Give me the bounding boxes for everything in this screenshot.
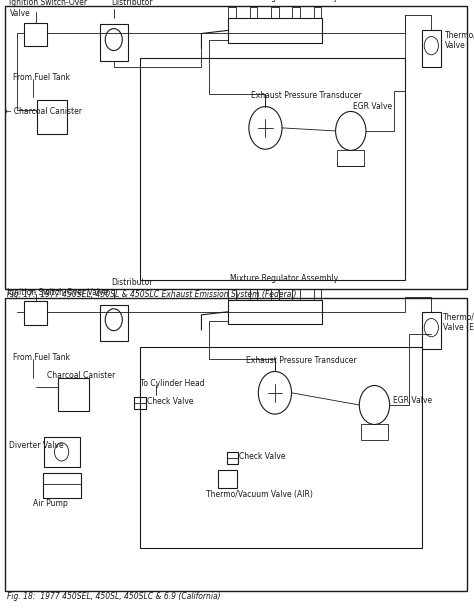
Text: EGR Valve: EGR Valve bbox=[393, 396, 433, 405]
Text: Mixture Regulator Assembly: Mixture Regulator Assembly bbox=[230, 0, 338, 2]
Text: Thermo/Vacuum Valve (AIR): Thermo/Vacuum Valve (AIR) bbox=[206, 490, 313, 499]
Text: Mixture Regulator Assembly: Mixture Regulator Assembly bbox=[230, 274, 338, 283]
Bar bbox=[422, 312, 441, 349]
Text: Charcoal Canister: Charcoal Canister bbox=[47, 371, 116, 381]
Text: Check Valve: Check Valve bbox=[147, 397, 193, 406]
Text: Ignition Switch-Over
Valve: Ignition Switch-Over Valve bbox=[9, 0, 88, 18]
Bar bbox=[228, 300, 322, 324]
Text: From Fuel Tank: From Fuel Tank bbox=[13, 353, 70, 362]
Text: To Cylinder Head: To Cylinder Head bbox=[140, 379, 204, 388]
Text: From Fuel Tank: From Fuel Tank bbox=[13, 73, 70, 82]
Bar bbox=[314, 7, 321, 18]
Text: Ignition Switch-Over Valve: Ignition Switch-Over Valve bbox=[7, 288, 109, 297]
Bar bbox=[134, 397, 146, 409]
Bar bbox=[250, 7, 257, 18]
Circle shape bbox=[249, 107, 282, 149]
Bar bbox=[100, 24, 128, 61]
Circle shape bbox=[424, 37, 438, 55]
Bar bbox=[228, 7, 236, 18]
Bar bbox=[292, 7, 300, 18]
Bar bbox=[43, 473, 81, 498]
Text: Exhaust Pressure Transducer: Exhaust Pressure Transducer bbox=[251, 91, 362, 100]
Bar bbox=[44, 437, 80, 467]
Text: EGR Valve: EGR Valve bbox=[353, 102, 392, 111]
Text: Distributor: Distributor bbox=[111, 278, 153, 287]
Circle shape bbox=[359, 385, 390, 424]
Bar bbox=[250, 289, 257, 300]
Bar bbox=[58, 378, 89, 411]
Bar bbox=[314, 289, 321, 300]
Text: Fig. 18:  1977 450SEL, 450SL, 450SLC & 6.9 (California): Fig. 18: 1977 450SEL, 450SL, 450SLC & 6.… bbox=[7, 592, 221, 601]
Bar bbox=[292, 289, 300, 300]
Bar bbox=[24, 301, 47, 325]
Text: Thermo/Vacuum
Valve (EGR): Thermo/Vacuum Valve (EGR) bbox=[443, 312, 474, 332]
Bar bbox=[140, 347, 422, 548]
Circle shape bbox=[424, 319, 438, 337]
Circle shape bbox=[55, 443, 69, 461]
Bar bbox=[5, 298, 467, 591]
Bar bbox=[361, 424, 388, 440]
Text: ← Charcoal Canister: ← Charcoal Canister bbox=[5, 107, 82, 116]
Bar bbox=[24, 23, 47, 46]
Circle shape bbox=[336, 111, 366, 150]
Text: Exhaust Pressure Transducer: Exhaust Pressure Transducer bbox=[246, 356, 357, 365]
Bar bbox=[100, 304, 128, 341]
Circle shape bbox=[258, 371, 292, 414]
Bar bbox=[422, 30, 441, 67]
Text: Distributor: Distributor bbox=[111, 0, 153, 7]
Circle shape bbox=[105, 309, 122, 331]
Circle shape bbox=[105, 29, 122, 51]
Text: Fig. 17:  1977 450SEL, 450SL & 450SLC Exhaust Emission System (Federal): Fig. 17: 1977 450SEL, 450SL & 450SLC Exh… bbox=[7, 290, 297, 300]
Bar bbox=[228, 18, 322, 43]
Bar bbox=[337, 150, 364, 166]
Text: Thermo/Vacuum
Valve: Thermo/Vacuum Valve bbox=[445, 30, 474, 50]
Bar bbox=[271, 289, 279, 300]
Bar bbox=[218, 470, 237, 488]
Text: Diverter Valve: Diverter Valve bbox=[9, 441, 64, 450]
Bar bbox=[5, 6, 467, 289]
Bar bbox=[140, 58, 405, 280]
Text: Air Pump: Air Pump bbox=[33, 499, 68, 509]
Bar bbox=[271, 7, 279, 18]
Bar bbox=[37, 100, 67, 134]
Text: Check Valve: Check Valve bbox=[239, 452, 286, 461]
Bar bbox=[228, 289, 236, 300]
Bar bbox=[227, 452, 238, 464]
